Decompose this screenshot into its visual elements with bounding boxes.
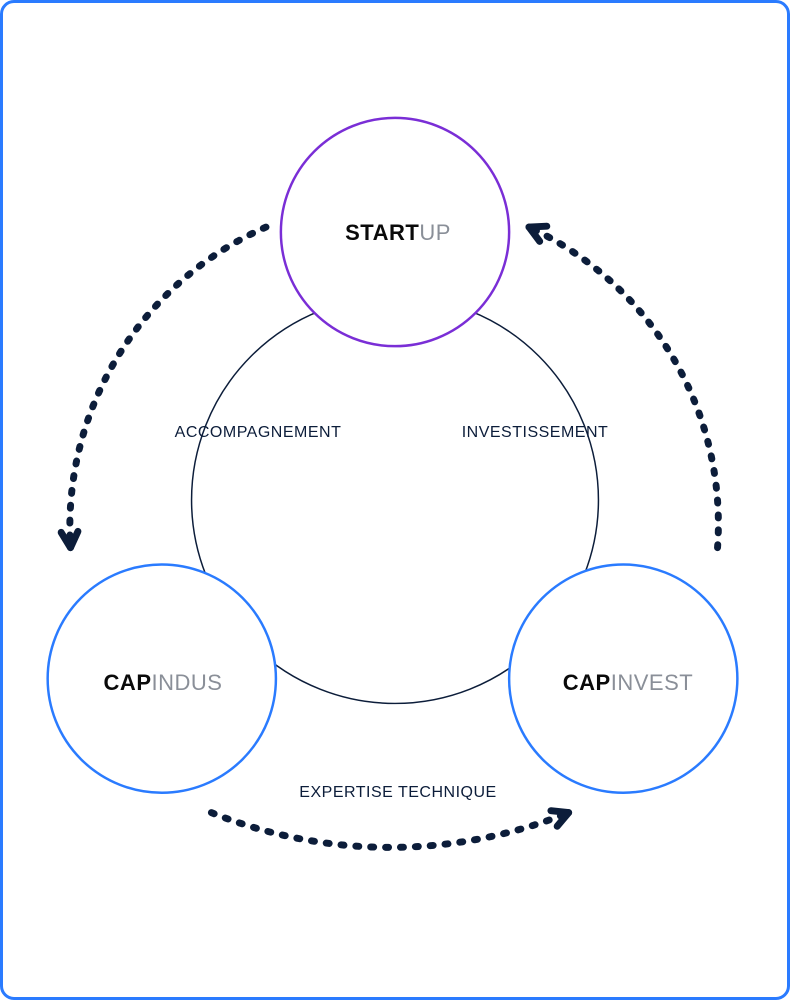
node-capinvest-label: CAPINVEST <box>563 670 693 696</box>
node-capinvest-label-bold: CAP <box>563 670 611 695</box>
node-capindus-label-container: CAPINDUS <box>48 568 278 798</box>
edge-expertise <box>211 813 568 848</box>
arrow-head-icon <box>551 811 569 827</box>
edge-accompagnement <box>70 227 266 548</box>
diagram-frame: STARTUPCAPINDUSCAPINVESTACCOMPAGNEMENTEX… <box>0 0 790 1000</box>
node-capindus-label: CAPINDUS <box>104 670 223 696</box>
edge-accompagnement-label: ACCOMPAGNEMENT <box>175 424 342 442</box>
edge-expertise-label: EXPERTISE TECHNIQUE <box>299 784 496 802</box>
node-startup-label-container: STARTUP <box>283 118 513 348</box>
edge-investissement <box>529 227 718 548</box>
node-startup-label: STARTUP <box>345 220 451 246</box>
node-capinvest-label-container: CAPINVEST <box>513 568 743 798</box>
node-startup-label-bold: START <box>345 220 419 245</box>
node-startup-label-light: UP <box>419 220 451 245</box>
node-capinvest-label-light: INVEST <box>611 670 693 695</box>
node-capindus-label-bold: CAP <box>104 670 152 695</box>
arrow-head-icon <box>529 226 547 241</box>
node-capindus-label-light: INDUS <box>152 670 223 695</box>
edge-investissement-label: INVESTISSEMENT <box>462 424 609 442</box>
